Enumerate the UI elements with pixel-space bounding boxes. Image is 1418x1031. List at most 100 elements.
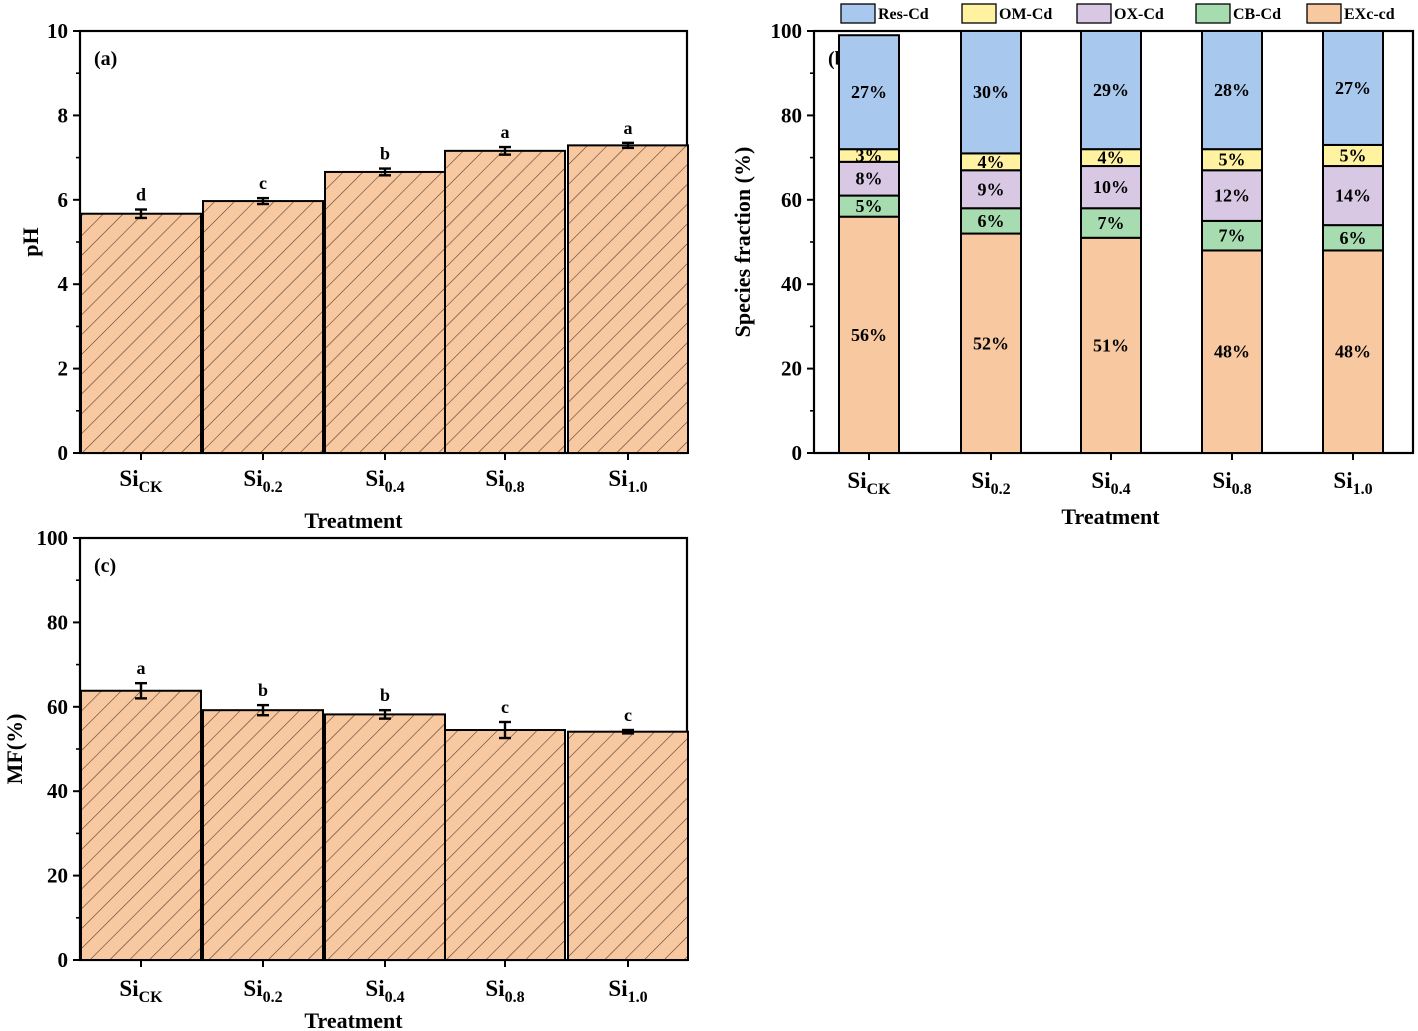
panel-a-xtick-label: Si0.2 <box>243 466 282 496</box>
panel-b-stack-segment <box>1201 249 1263 454</box>
panel-a-ytick-label: 2 <box>58 357 69 381</box>
panel-c-ytick-label: 0 <box>58 948 69 972</box>
panel-b-stack-segment <box>1322 165 1384 227</box>
panel-b-ytick-label: 80 <box>781 103 802 127</box>
panel-b-stack-segment <box>1201 30 1263 151</box>
panel-b-segment-label: 7% <box>1219 226 1246 246</box>
panel-c-significance-label: b <box>258 680 268 700</box>
panel-c-bar <box>444 729 566 962</box>
panel-b-segment-label: 48% <box>1335 342 1371 362</box>
panel-b-legend-swatch <box>840 3 876 24</box>
panel-b-stack-segment <box>1080 30 1142 151</box>
panel-b-segment-label: 5% <box>1219 150 1246 170</box>
panel-b-xtick-label: Si0.4 <box>1091 468 1130 498</box>
panel-b-segment-label: 48% <box>1214 342 1250 362</box>
panel-a-ytick-label: 0 <box>58 441 69 465</box>
panel-b-segment-label: 4% <box>978 152 1005 172</box>
panel-b-segment-label: 27% <box>1335 78 1371 98</box>
panel-b-ytick-label: 20 <box>781 357 802 381</box>
panel-c-ytick-label: 20 <box>47 864 68 888</box>
panel-b-segment-label: 4% <box>1098 148 1125 168</box>
panel-c-bar <box>567 730 689 961</box>
panel-a-significance-label: a <box>501 122 510 142</box>
panel-a-bar <box>567 144 689 454</box>
panel-b-segment-label: 12% <box>1214 186 1250 206</box>
panel-a-ytick-label: 8 <box>58 103 69 127</box>
panel-b-segment-label: 7% <box>1098 213 1125 233</box>
panel-b-legend-label: EXc-cd <box>1344 6 1395 23</box>
panel-a-label: (a) <box>94 48 117 70</box>
panel-b-xtick-label: Si0.2 <box>971 468 1010 498</box>
panel-c-ytick-label: 80 <box>47 610 68 634</box>
panel-b-segment-label: 14% <box>1335 186 1371 206</box>
panel-a-significance-label: c <box>259 173 267 193</box>
panel-a-xtick-label: SiCK <box>119 466 163 496</box>
panel-c-xlabel: Treatment <box>304 1008 403 1031</box>
panel-b-legend-swatch <box>961 3 997 24</box>
panel-b-ytick-label: 100 <box>771 19 803 43</box>
panel-c-bar <box>80 689 202 961</box>
panel-b-legend-label: OX-Cd <box>1114 6 1164 23</box>
panel-b-segment-label: 6% <box>1340 228 1367 248</box>
panel-c-xtick-label: Si0.2 <box>243 976 282 1006</box>
panel-b-segment-label: 3% <box>856 145 883 165</box>
panel-b-stack-segment <box>1080 236 1142 454</box>
panel-b-ylabel: Species fraction (%) <box>730 147 755 338</box>
panel-b-xlabel: Treatment <box>1061 504 1160 529</box>
panel-b-xtick-label: Si0.8 <box>1212 468 1251 498</box>
panel-c-xtick-label: SiCK <box>119 976 163 1006</box>
panel-b-segment-label: 5% <box>1340 145 1367 165</box>
panel-b-stack-segment <box>960 232 1022 454</box>
panel-c-ylabel: MF(%) <box>2 714 27 785</box>
panel-b-legend-swatch <box>1195 3 1231 24</box>
panel-b-stack-segment <box>1201 169 1263 222</box>
panel-c-significance-label: c <box>624 705 632 725</box>
panel-b-stack-segment <box>960 207 1022 235</box>
panel-c-chart: 0 20 40 60 80 100 SiCK Si0.2 Si0.4 Si0.8 Si1.0 Trea… <box>2 526 689 1031</box>
panel-c-xtick-label: Si0.8 <box>485 976 524 1006</box>
panel-c-xtick-label: Si0.4 <box>365 976 404 1006</box>
panel-c-significance-label: a <box>137 658 146 678</box>
panel-a-significance-label: d <box>136 185 146 205</box>
panel-b-segment-label: 52% <box>973 333 1009 353</box>
panel-b-stack-segment <box>838 34 900 151</box>
panel-b-stack-segment <box>1322 249 1384 454</box>
panel-c-label: (c) <box>94 555 116 577</box>
panel-c-bar <box>324 713 446 961</box>
panel-a-bar <box>444 149 566 455</box>
panel-c-significance-label: c <box>501 697 509 717</box>
panel-b-ytick-label: 40 <box>781 272 802 296</box>
panel-a-xtick-label: Si1.0 <box>608 466 647 496</box>
panel-a-bar <box>202 200 324 454</box>
panel-b-stack-segment <box>960 30 1022 155</box>
panel-b-legend-swatch <box>1306 3 1342 24</box>
panel-b-segment-label: 29% <box>1093 80 1129 100</box>
panel-b-segment-label: 9% <box>978 179 1005 199</box>
panel-b-segment-label: 10% <box>1093 177 1129 197</box>
panel-b-legend-label: CB-Cd <box>1233 6 1281 23</box>
panel-a-ytick-label: 6 <box>58 188 69 212</box>
panel-a-significance-label: b <box>380 144 390 164</box>
panel-b-ytick-label: 60 <box>781 188 802 212</box>
panel-b-segment-label: 30% <box>973 82 1009 102</box>
panel-b-stack-segment <box>960 169 1022 210</box>
panel-b-segment-label: 28% <box>1214 80 1250 100</box>
panel-a-ytick-label: 10 <box>47 19 68 43</box>
panel-b-stack-segment <box>838 160 900 197</box>
panel-b-stack-segment <box>838 215 900 454</box>
panel-c-ytick-label: 40 <box>47 779 68 803</box>
panel-b-legend-label: Res-Cd <box>878 6 929 23</box>
panel-a-ytick-label: 4 <box>58 272 69 296</box>
panel-c-xtick-label: Si1.0 <box>608 976 647 1006</box>
panel-b-legend-label: OM-Cd <box>999 6 1052 23</box>
panel-b-stack-segment <box>1201 219 1263 252</box>
panel-b-stack-segment <box>1322 30 1384 146</box>
panel-a-ylabel: pH <box>18 227 43 256</box>
panel-a-xlabel: Treatment <box>304 508 403 533</box>
panel-b-ytick-label: 0 <box>792 441 803 465</box>
panel-b-legend: Res-Cd OM-Cd OX-Cd CB-Cd EXc-cd <box>840 3 1395 24</box>
panel-c-ytick-label: 100 <box>37 526 69 550</box>
panel-b-segment-label: 27% <box>851 82 887 102</box>
panel-a-bar <box>80 212 202 454</box>
